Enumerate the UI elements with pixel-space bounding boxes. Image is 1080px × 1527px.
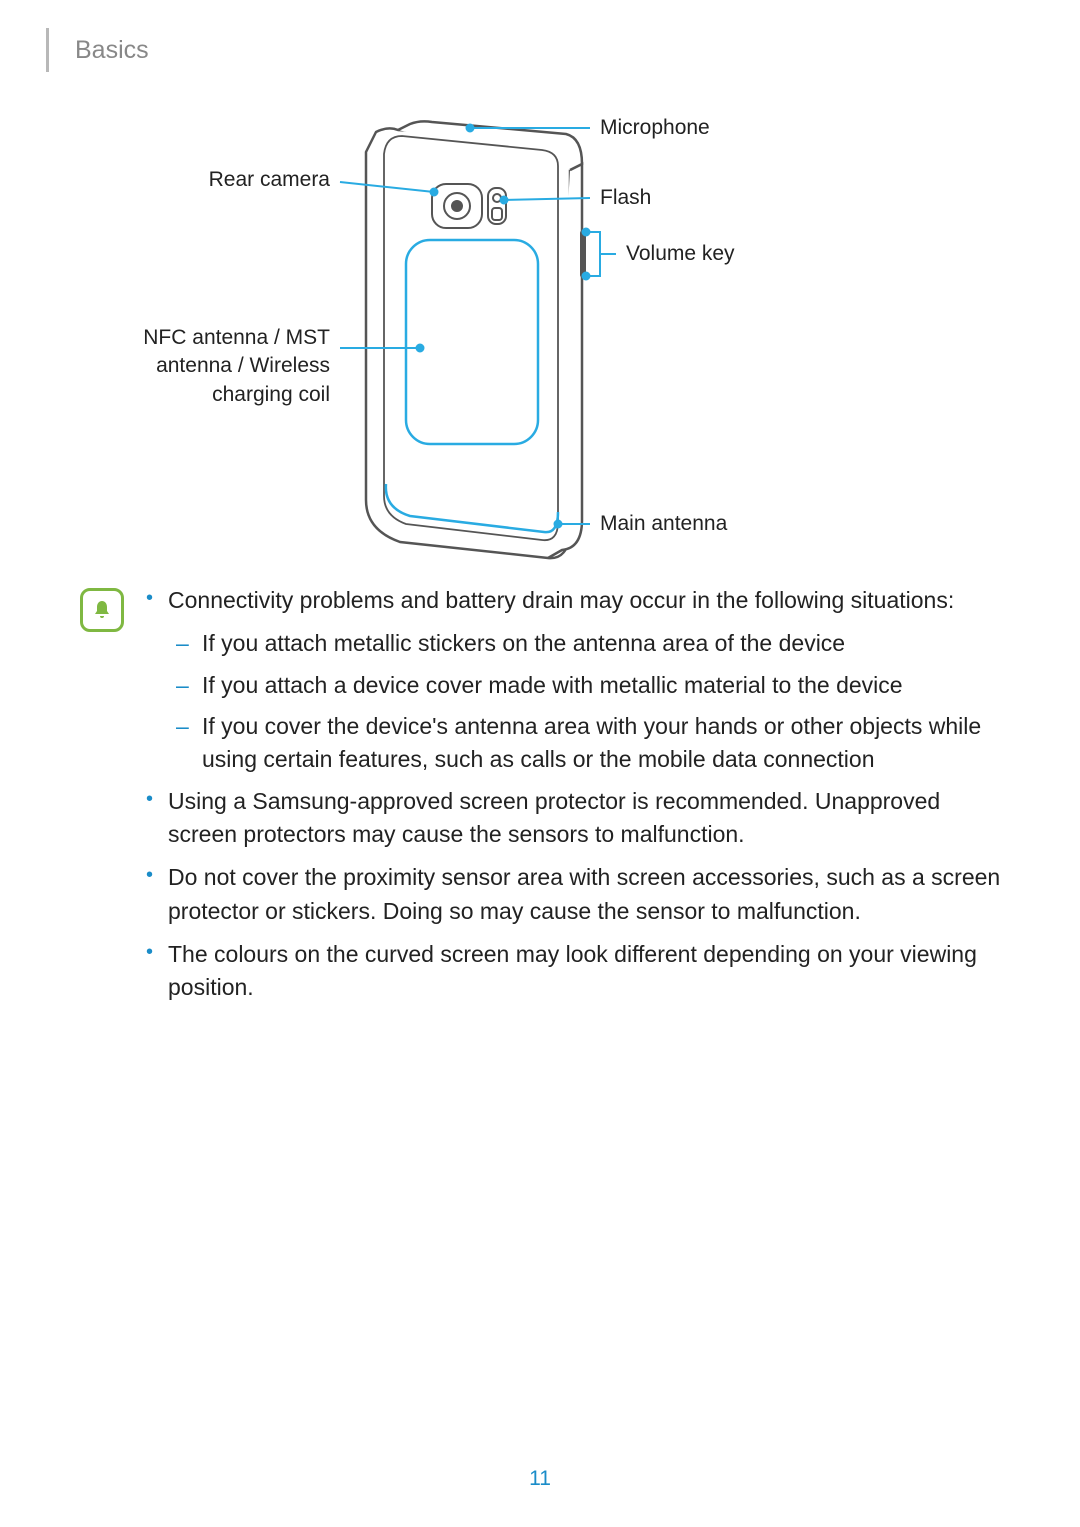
label-rear-camera: Rear camera	[209, 168, 330, 192]
note-item: Connectivity problems and battery drain …	[140, 584, 1010, 617]
header-divider	[46, 28, 49, 72]
note-item: Using a Samsung-approved screen protecto…	[140, 785, 1010, 852]
notice-icon	[80, 588, 124, 632]
note-block: Connectivity problems and battery drain …	[80, 584, 1010, 1015]
note-icon-wrap	[80, 584, 140, 1015]
label-flash: Flash	[600, 186, 651, 210]
note-subitem: If you attach a device cover made with m…	[140, 669, 1010, 702]
note-item: The colours on the curved screen may loo…	[140, 938, 1010, 1005]
section-title: Basics	[75, 36, 149, 65]
label-nfc-antenna: NFC antenna / MST antenna / Wireless cha…	[140, 324, 330, 409]
note-item: Do not cover the proximity sensor area w…	[140, 861, 1010, 928]
page-number: 11	[0, 1467, 1080, 1491]
label-microphone: Microphone	[600, 116, 710, 140]
device-diagram: Microphone Rear camera Flash Volume key …	[170, 110, 890, 570]
label-main-antenna: Main antenna	[600, 512, 727, 536]
note-list: Connectivity problems and battery drain …	[140, 584, 1010, 1015]
page-header: Basics	[46, 28, 149, 72]
note-subitem: If you cover the device's antenna area w…	[140, 710, 1010, 777]
note-subitem: If you attach metallic stickers on the a…	[140, 627, 1010, 660]
label-volume-key: Volume key	[626, 242, 735, 266]
bell-icon	[90, 598, 114, 622]
